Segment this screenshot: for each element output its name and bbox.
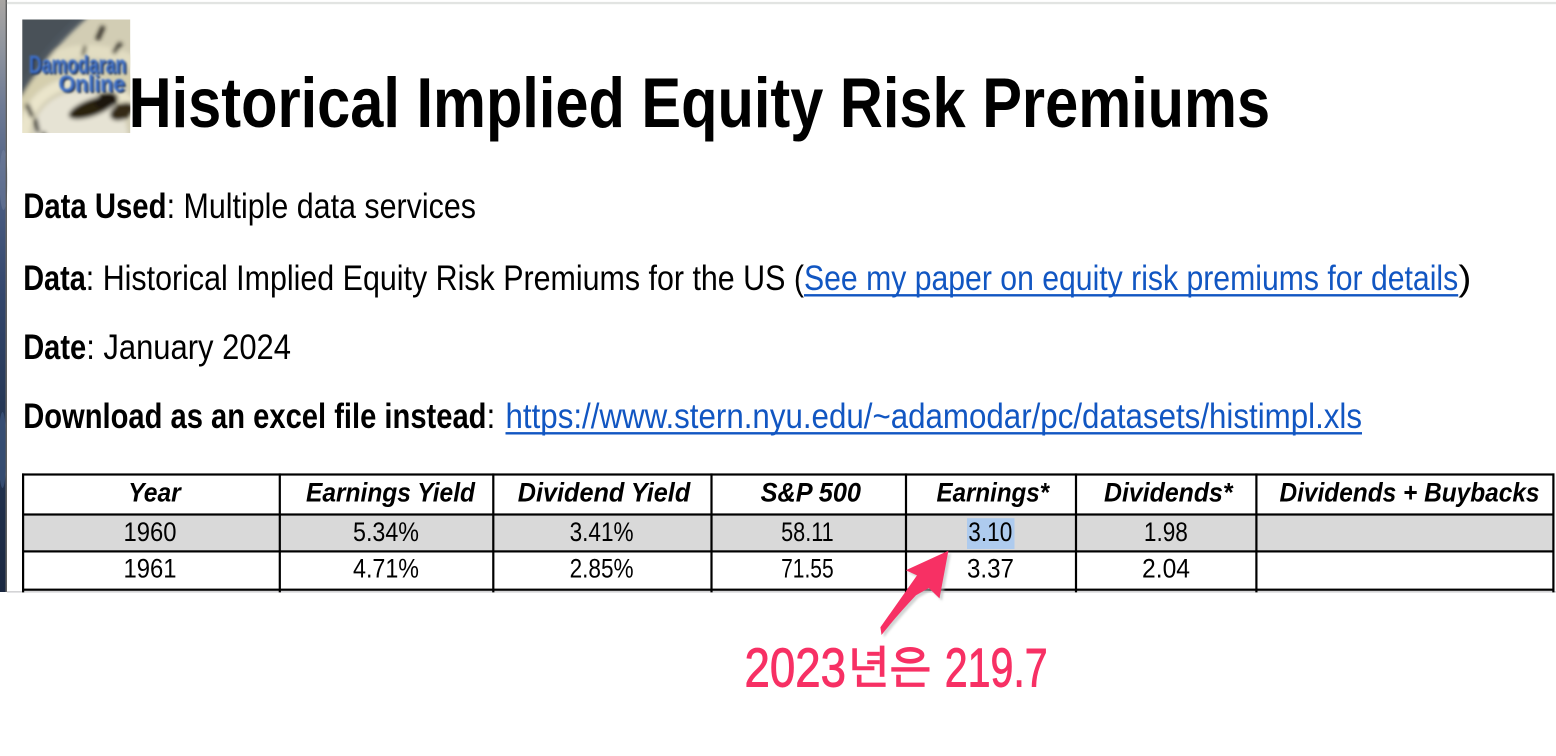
svg-text:Dividend Yield: Dividend Yield xyxy=(518,478,691,508)
svg-text:Historical Implied Equity Risk: Historical Implied Equity Risk Premiums xyxy=(129,63,1271,142)
svg-text:https://www.stern.nyu.edu/~ada: https://www.stern.nyu.edu/~adamodar/pc/d… xyxy=(506,396,1363,436)
svg-text:219.7: 219.7 xyxy=(945,637,1048,699)
svg-text:Earnings Yield: Earnings Yield xyxy=(306,478,476,508)
svg-text:2.85%: 2.85% xyxy=(570,554,634,584)
svg-text:2.04: 2.04 xyxy=(1142,554,1190,584)
svg-text:Online: Online xyxy=(59,71,126,97)
svg-text:3.10: 3.10 xyxy=(968,517,1012,547)
svg-text:5.34%: 5.34% xyxy=(353,517,419,547)
svg-text:Date: Date xyxy=(23,327,86,367)
svg-text:4.71%: 4.71% xyxy=(353,554,419,584)
svg-text:Download as an excel file inst: Download as an excel file instead xyxy=(23,396,486,436)
svg-text:2023: 2023 xyxy=(745,637,847,699)
svg-text:Year: Year xyxy=(128,478,182,508)
svg-text:: Historical Implied Equity Ri: : Historical Implied Equity Risk Premium… xyxy=(86,258,804,298)
svg-text:3.41%: 3.41% xyxy=(570,517,634,547)
svg-text:Damodaran: Damodaran xyxy=(29,51,127,79)
svg-text:1960: 1960 xyxy=(124,517,177,547)
svg-text:1.98: 1.98 xyxy=(1144,517,1188,547)
svg-text::: : xyxy=(487,396,496,436)
svg-text:): ) xyxy=(1458,258,1471,298)
svg-text:1961: 1961 xyxy=(124,554,177,584)
svg-text:Earnings*: Earnings* xyxy=(937,478,1051,508)
svg-text:: Multiple data services: : Multiple data services xyxy=(167,186,476,226)
svg-text:See my paper on equity risk pr: See my paper on equity risk premiums for… xyxy=(804,258,1458,298)
svg-text:58.11: 58.11 xyxy=(781,517,834,547)
svg-text:Data Used: Data Used xyxy=(23,186,166,226)
svg-text:Dividends + Buybacks: Dividends + Buybacks xyxy=(1280,478,1540,508)
svg-text:Dividends*: Dividends* xyxy=(1104,478,1234,508)
svg-text:71.55: 71.55 xyxy=(781,554,834,584)
svg-text:: January 2024: : January 2024 xyxy=(86,327,291,367)
svg-text:Online: Online xyxy=(60,72,127,98)
svg-text:3.37: 3.37 xyxy=(967,554,1014,584)
svg-text:Data: Data xyxy=(23,258,86,298)
svg-text:S&P 500: S&P 500 xyxy=(761,478,862,508)
svg-text:Damodaran: Damodaran xyxy=(30,52,128,80)
